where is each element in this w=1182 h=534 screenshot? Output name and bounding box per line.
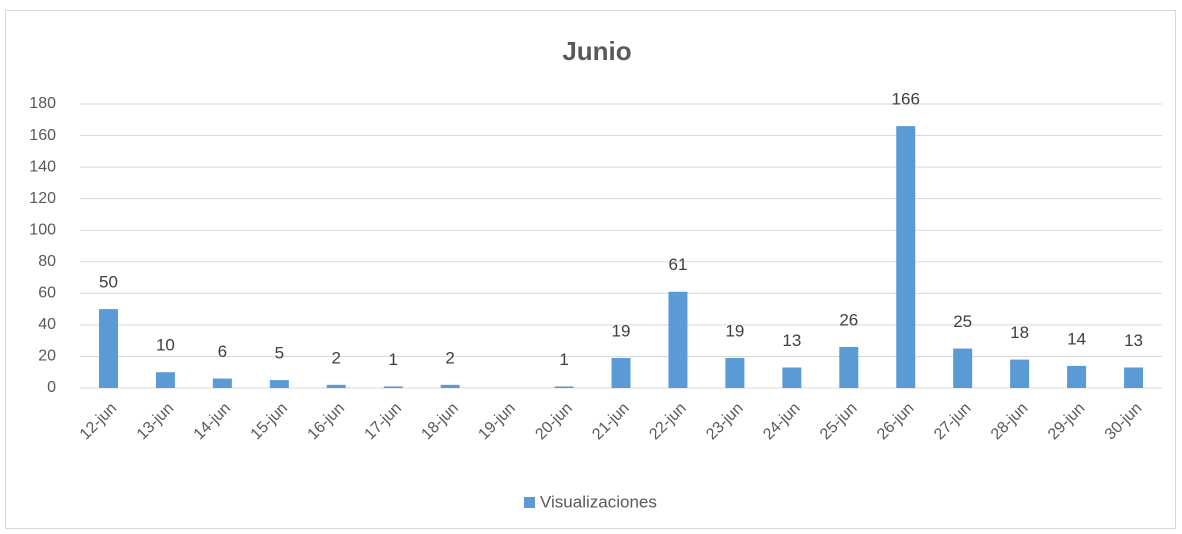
bar [953, 348, 973, 388]
data-label: 25 [953, 312, 972, 331]
bar [668, 291, 688, 388]
data-label: 2 [332, 348, 341, 367]
y-tick-label: 80 [38, 253, 56, 270]
y-tick-label: 120 [29, 190, 56, 207]
bar [1124, 367, 1144, 388]
y-tick-label: 0 [47, 379, 56, 396]
data-label: 6 [218, 342, 227, 361]
bar [896, 126, 916, 388]
y-tick-label: 160 [29, 127, 56, 144]
bar [440, 384, 460, 388]
data-label: 5 [275, 344, 284, 363]
bar [554, 386, 574, 388]
data-label: 1 [388, 350, 397, 369]
data-label: 166 [892, 90, 920, 109]
y-tick-label: 140 [29, 158, 56, 175]
bar [1067, 365, 1087, 388]
bar [326, 384, 346, 388]
data-label: 14 [1067, 329, 1086, 348]
data-label: 18 [1010, 323, 1029, 342]
bar [725, 358, 745, 388]
bar [98, 309, 118, 388]
bar [212, 378, 232, 388]
data-label: 61 [668, 255, 687, 274]
data-label: 13 [782, 331, 801, 350]
data-label: 19 [612, 322, 631, 341]
data-label: 13 [1124, 331, 1143, 350]
y-tick-label: 20 [38, 348, 56, 365]
y-tick-label: 180 [29, 95, 56, 112]
bar [782, 367, 802, 388]
chart-border [5, 10, 1176, 529]
data-label: 10 [156, 336, 175, 355]
bar [269, 380, 289, 388]
bar [155, 372, 175, 388]
legend-swatch [524, 497, 535, 508]
bar [839, 346, 859, 388]
y-tick-label: 100 [29, 221, 56, 238]
data-label: 19 [725, 322, 744, 341]
data-label: 2 [445, 348, 454, 367]
y-tick-label: 60 [38, 285, 56, 302]
data-label: 50 [99, 273, 118, 292]
y-tick-label: 40 [38, 316, 56, 333]
data-label: 26 [839, 310, 858, 329]
bar [611, 358, 631, 388]
bar [1010, 359, 1030, 388]
bar [383, 386, 403, 388]
legend-label: Visualizaciones [540, 492, 657, 511]
chart-title: Junio [562, 36, 631, 66]
data-label: 1 [559, 350, 568, 369]
